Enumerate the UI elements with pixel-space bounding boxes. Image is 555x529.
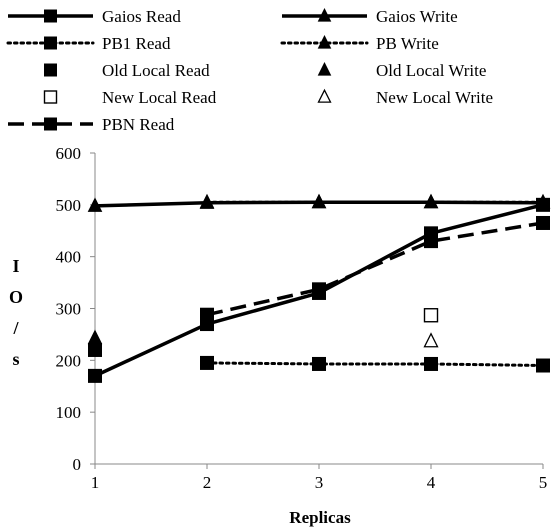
x-tick-label: 1 [91,473,100,492]
legend-marker-new-local-read [43,90,58,104]
y-axis-title-char: / [12,318,19,338]
legend-label-old-local-read: Old Local Read [102,61,210,80]
legend-marker-pb1-read [44,36,57,50]
legend-entry-gaios-read: Gaios Read [8,7,181,26]
legend-label-gaios-write: Gaios Write [376,7,458,26]
y-tick-label: 200 [56,351,82,370]
point-pb1-read [536,358,550,373]
x-tick-label: 4 [427,473,436,492]
legend-label-gaios-read: Gaios Read [102,7,181,26]
point-pb-write [311,193,327,209]
point-pb1-read [312,356,326,371]
legend-entry-pb-write: PB Write [280,34,439,53]
legend-entry-old-local-read: Old Local Read [44,61,210,80]
point-pb-write [199,193,215,209]
legend-label-pb1-read: PB1 Read [102,34,171,53]
x-tick-label: 5 [539,473,548,492]
legend-marker-new-local-write [317,88,332,103]
y-axis-title-char: O [9,287,23,307]
series-line-pb1-read [205,361,545,368]
point-pbn-read [312,282,326,297]
point-old-local-read [88,342,102,357]
y-axis-title-char: I [12,256,19,276]
point-pbn-read [200,307,214,322]
legend-label-new-local-read: New Local Read [102,88,217,107]
series-markers [87,193,551,383]
legend-entry-old-local-write: Old Local Write [317,61,486,80]
axis-labels: Replicas IO / s [9,256,351,527]
legend-marker-pbn-read [44,117,57,131]
y-axis-title-char: s [12,349,19,369]
legend-label-old-local-write: Old Local Write [376,61,486,80]
point-new-local-write [423,332,439,348]
point-pbn-read [424,234,438,249]
point-gaios-read [88,368,102,383]
legend-marker-pb-write [317,35,332,49]
x-tick-label: 3 [315,473,324,492]
legend-label-pbn-read: PBN Read [102,115,175,134]
axes: 0 100 200 300 400 500 600 1 2 3 4 5 [56,144,548,492]
legend-marker-gaios-read [44,9,57,23]
legend-marker-gaios-write [317,8,332,22]
legend-entry-pbn-read: PBN Read [8,115,175,134]
point-pb1-read [424,356,438,371]
legend-entry-new-local-read: New Local Read [43,88,217,107]
x-axis-title: Replicas [289,508,351,527]
point-pb-write [535,193,551,209]
y-axis-title: IO / s [9,256,23,369]
point-pbn-read [536,215,550,230]
point-old-local-write [87,329,103,345]
y-tick-label: 400 [56,248,82,267]
legend-marker-old-local-read [44,63,57,77]
y-tick-label: 600 [56,144,82,163]
y-tick-label: 500 [56,196,82,215]
point-pb1-read [200,355,214,370]
x-tick-label: 2 [203,473,212,492]
series-line-pbn-read [206,221,544,317]
legend-label-new-local-write: New Local Write [376,88,493,107]
legend: Gaios Read Gaios Write PB1 Read PB Write Old… [6,7,493,134]
point-pb-write [423,193,439,209]
y-tick-label: 0 [73,455,82,474]
legend-label-pb-write: PB Write [376,34,439,53]
legend-entry-pb1-read: PB1 Read [6,34,171,53]
y-tick-label: 300 [56,300,82,319]
legend-entry-gaios-write: Gaios Write [282,7,458,26]
point-new-local-read [423,308,439,323]
legend-entry-new-local-write: New Local Write [317,88,493,107]
point-gaios-write [87,197,103,212]
legend-marker-old-local-write [317,62,332,76]
y-tick-label: 100 [56,403,82,422]
